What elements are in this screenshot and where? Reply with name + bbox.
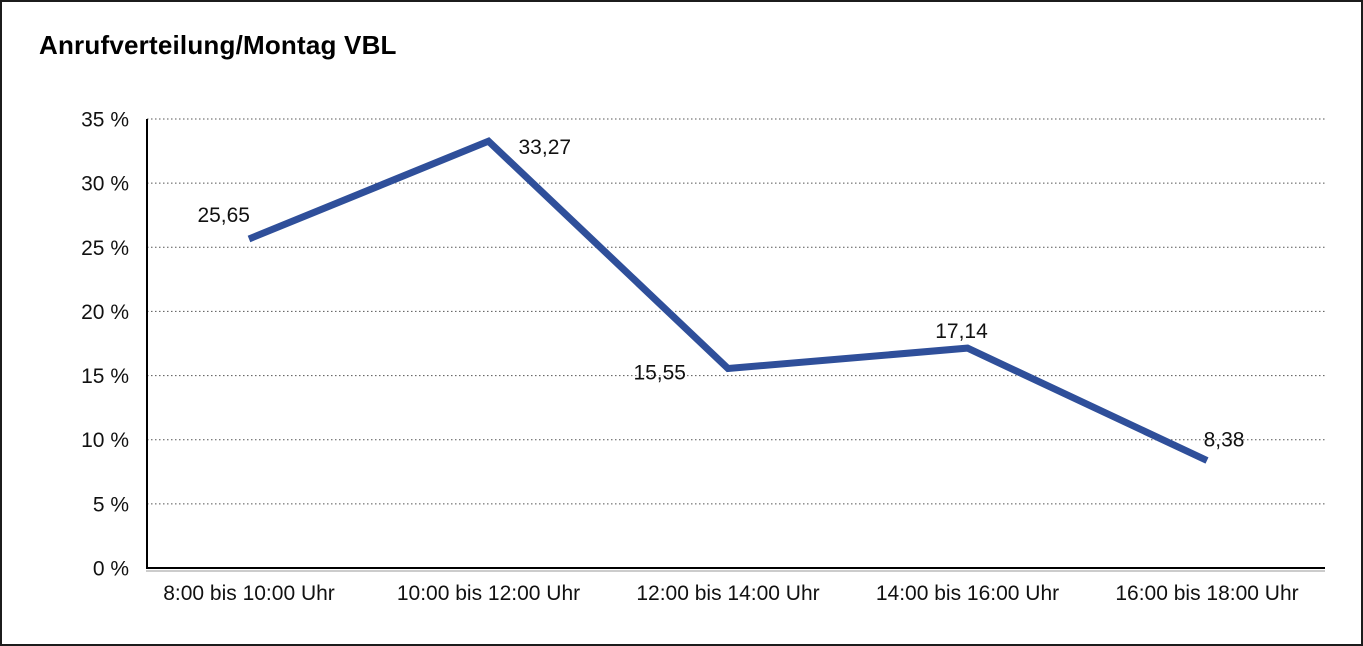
y-tick-label: 10 % (81, 429, 129, 452)
data-point-label: 15,55 (633, 362, 686, 385)
x-category-label: 8:00 bis 10:00 Uhr (163, 582, 335, 605)
chart-title: Anrufverteilung/Montag VBL (39, 30, 397, 60)
data-point-label: 33,27 (519, 136, 572, 159)
x-category-label: 10:00 bis 12:00 Uhr (397, 582, 580, 605)
y-tick-label: 15 % (81, 365, 129, 388)
y-tick-label: 25 % (81, 237, 129, 260)
y-tick-label: 20 % (81, 301, 129, 324)
y-tick-label: 0 % (93, 558, 129, 581)
data-point-label: 8,38 (1204, 428, 1245, 451)
y-tick-label: 30 % (81, 173, 129, 196)
x-category-label: 16:00 bis 18:00 Uhr (1115, 582, 1298, 605)
y-tick-label: 35 % (81, 109, 129, 132)
x-category-label: 12:00 bis 14:00 Uhr (636, 582, 819, 605)
y-tick-label: 5 % (93, 493, 129, 516)
data-point-label: 25,65 (197, 204, 250, 227)
x-category-label: 14:00 bis 16:00 Uhr (876, 582, 1059, 605)
data-line (247, 137, 1209, 464)
data-point-label: 17,14 (935, 320, 988, 343)
